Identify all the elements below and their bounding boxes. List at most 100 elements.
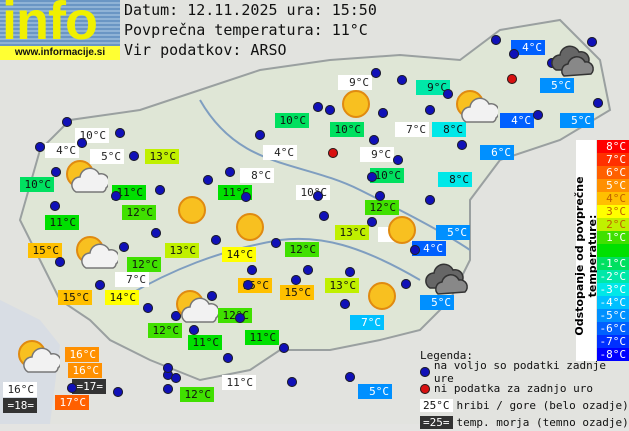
station-dot[interactable] — [287, 377, 297, 387]
station-dot[interactable] — [491, 35, 501, 45]
temperature-label[interactable]: 7°C — [350, 315, 384, 330]
station-dot[interactable] — [340, 299, 350, 309]
temperature-label[interactable]: 13°C — [165, 243, 199, 258]
station-dot[interactable] — [51, 167, 61, 177]
temperature-label[interactable]: 16°C — [3, 382, 37, 397]
temperature-label[interactable]: 4°C — [511, 40, 545, 55]
station-dot[interactable] — [425, 195, 435, 205]
temperature-label[interactable]: =18= — [3, 398, 37, 413]
temperature-label[interactable]: 12°C — [122, 205, 156, 220]
temperature-label[interactable]: 16°C — [68, 363, 102, 378]
station-dot[interactable] — [143, 303, 153, 313]
station-dot[interactable] — [241, 192, 251, 202]
station-dot[interactable] — [171, 373, 181, 383]
temperature-label[interactable]: 11°C — [222, 375, 256, 390]
station-dot[interactable] — [171, 311, 181, 321]
temperature-label[interactable]: 8°C — [432, 122, 466, 137]
station-dot[interactable] — [67, 383, 77, 393]
station-dot[interactable] — [247, 265, 257, 275]
station-dot[interactable] — [593, 98, 603, 108]
station-dot[interactable] — [303, 265, 313, 275]
station-dot[interactable] — [243, 280, 253, 290]
temperature-label[interactable]: 14°C — [222, 247, 256, 262]
temperature-label[interactable]: 15°C — [28, 243, 62, 258]
temperature-label[interactable]: 5°C — [560, 113, 594, 128]
temperature-label[interactable]: 5°C — [540, 78, 574, 93]
temperature-label[interactable]: 5°C — [436, 225, 470, 240]
temperature-label[interactable]: 12°C — [285, 242, 319, 257]
station-dot[interactable] — [119, 242, 129, 252]
temperature-label[interactable]: 5°C — [90, 149, 124, 164]
station-dot[interactable] — [397, 75, 407, 85]
station-dot[interactable] — [129, 151, 139, 161]
temperature-label[interactable]: 13°C — [335, 225, 369, 240]
temperature-label[interactable]: 12°C — [365, 200, 399, 215]
temperature-label[interactable]: 4°C — [500, 113, 534, 128]
temperature-label[interactable]: =17= — [72, 379, 106, 394]
temperature-label[interactable]: 17°C — [55, 395, 89, 410]
station-dot[interactable] — [319, 211, 329, 221]
station-dot[interactable] — [113, 387, 123, 397]
temperature-label[interactable]: 11°C — [245, 330, 279, 345]
logo[interactable]: info www.informacije.si — [0, 0, 120, 60]
station-dot[interactable] — [457, 140, 467, 150]
station-dot[interactable] — [55, 257, 65, 267]
station-dot[interactable] — [255, 130, 265, 140]
station-dot[interactable] — [62, 117, 72, 127]
station-dot[interactable] — [50, 201, 60, 211]
station-dot[interactable] — [115, 128, 125, 138]
station-dot[interactable] — [163, 384, 173, 394]
temperature-label[interactable]: 6°C — [480, 145, 514, 160]
temperature-label[interactable]: 11°C — [45, 215, 79, 230]
station-dot[interactable] — [163, 363, 173, 373]
station-dot[interactable] — [345, 267, 355, 277]
temperature-label[interactable]: 7°C — [115, 272, 149, 287]
station-dot[interactable] — [211, 235, 221, 245]
temperature-label[interactable]: 4°C — [412, 241, 446, 256]
station-dot-missing[interactable] — [328, 148, 338, 158]
station-dot[interactable] — [35, 142, 45, 152]
station-dot[interactable] — [533, 110, 543, 120]
station-dot[interactable] — [375, 191, 385, 201]
station-dot[interactable] — [155, 185, 165, 195]
station-dot[interactable] — [367, 217, 377, 227]
station-dot[interactable] — [163, 370, 173, 380]
temperature-label[interactable]: 13°C — [145, 149, 179, 164]
station-dot[interactable] — [378, 108, 388, 118]
station-dot[interactable] — [151, 228, 161, 238]
logo-url[interactable]: www.informacije.si — [0, 46, 120, 60]
station-dot[interactable] — [325, 105, 335, 115]
temperature-label[interactable]: 9°C — [338, 75, 372, 90]
station-dot[interactable] — [401, 279, 411, 289]
station-dot[interactable] — [410, 245, 420, 255]
temperature-label[interactable]: 8°C — [240, 168, 274, 183]
temperature-label[interactable]: 16°C — [65, 347, 99, 362]
station-dot[interactable] — [443, 89, 453, 99]
temperature-label[interactable]: 7°C — [395, 122, 429, 137]
station-dot[interactable] — [371, 68, 381, 78]
temperature-label[interactable]: 5°C — [420, 295, 454, 310]
temperature-label[interactable]: 10°C — [20, 177, 54, 192]
station-dot[interactable] — [345, 372, 355, 382]
station-dot[interactable] — [291, 275, 301, 285]
temperature-label[interactable]: 14°C — [105, 290, 139, 305]
station-dot[interactable] — [279, 343, 289, 353]
temperature-label[interactable]: 4°C — [263, 145, 297, 160]
station-dot[interactable] — [207, 291, 217, 301]
station-dot[interactable] — [111, 191, 121, 201]
station-dot-missing[interactable] — [507, 74, 517, 84]
station-dot[interactable] — [393, 155, 403, 165]
temperature-label[interactable]: 9°C — [360, 147, 394, 162]
station-dot[interactable] — [313, 191, 323, 201]
station-dot[interactable] — [203, 175, 213, 185]
station-dot[interactable] — [77, 138, 87, 148]
temperature-label[interactable]: 12°C — [127, 257, 161, 272]
temperature-label[interactable]: 10°C — [275, 113, 309, 128]
temperature-label[interactable]: 4°C — [45, 143, 79, 158]
temperature-label[interactable]: 9°C — [416, 80, 450, 95]
station-dot[interactable] — [225, 167, 235, 177]
temperature-label[interactable]: 15°C — [58, 290, 92, 305]
station-dot[interactable] — [509, 49, 519, 59]
station-dot[interactable] — [425, 105, 435, 115]
temperature-label[interactable]: 5°C — [358, 384, 392, 399]
